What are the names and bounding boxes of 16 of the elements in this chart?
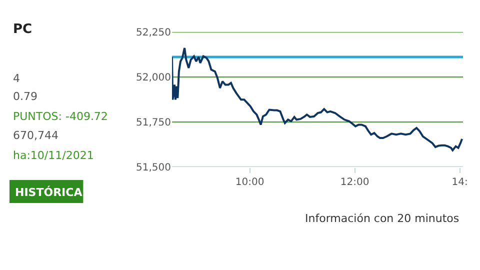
y-tick-label: 51,500: [136, 162, 171, 174]
text: HISTÓRICA: [15, 185, 83, 199]
text: PC: [13, 22, 32, 37]
x-tick-label: 10:00: [235, 177, 264, 188]
text: 0.79: [13, 90, 38, 103]
y-tick-label: 52,000: [136, 72, 171, 84]
text: Información con 20 minutos: [305, 212, 460, 225]
text: ha:10/11/2021: [13, 149, 94, 162]
line-series: [172, 47, 463, 152]
y-tick-label: 52,250: [136, 28, 171, 38]
text: PUNTOS: -409.72: [13, 110, 108, 123]
y-tick-label: 51,750: [136, 118, 171, 128]
x-tick-label: 12:00: [340, 177, 370, 188]
text: 670,744: [13, 129, 58, 142]
text: 4: [13, 72, 20, 85]
x-tick-label: 14:: [452, 177, 468, 188]
